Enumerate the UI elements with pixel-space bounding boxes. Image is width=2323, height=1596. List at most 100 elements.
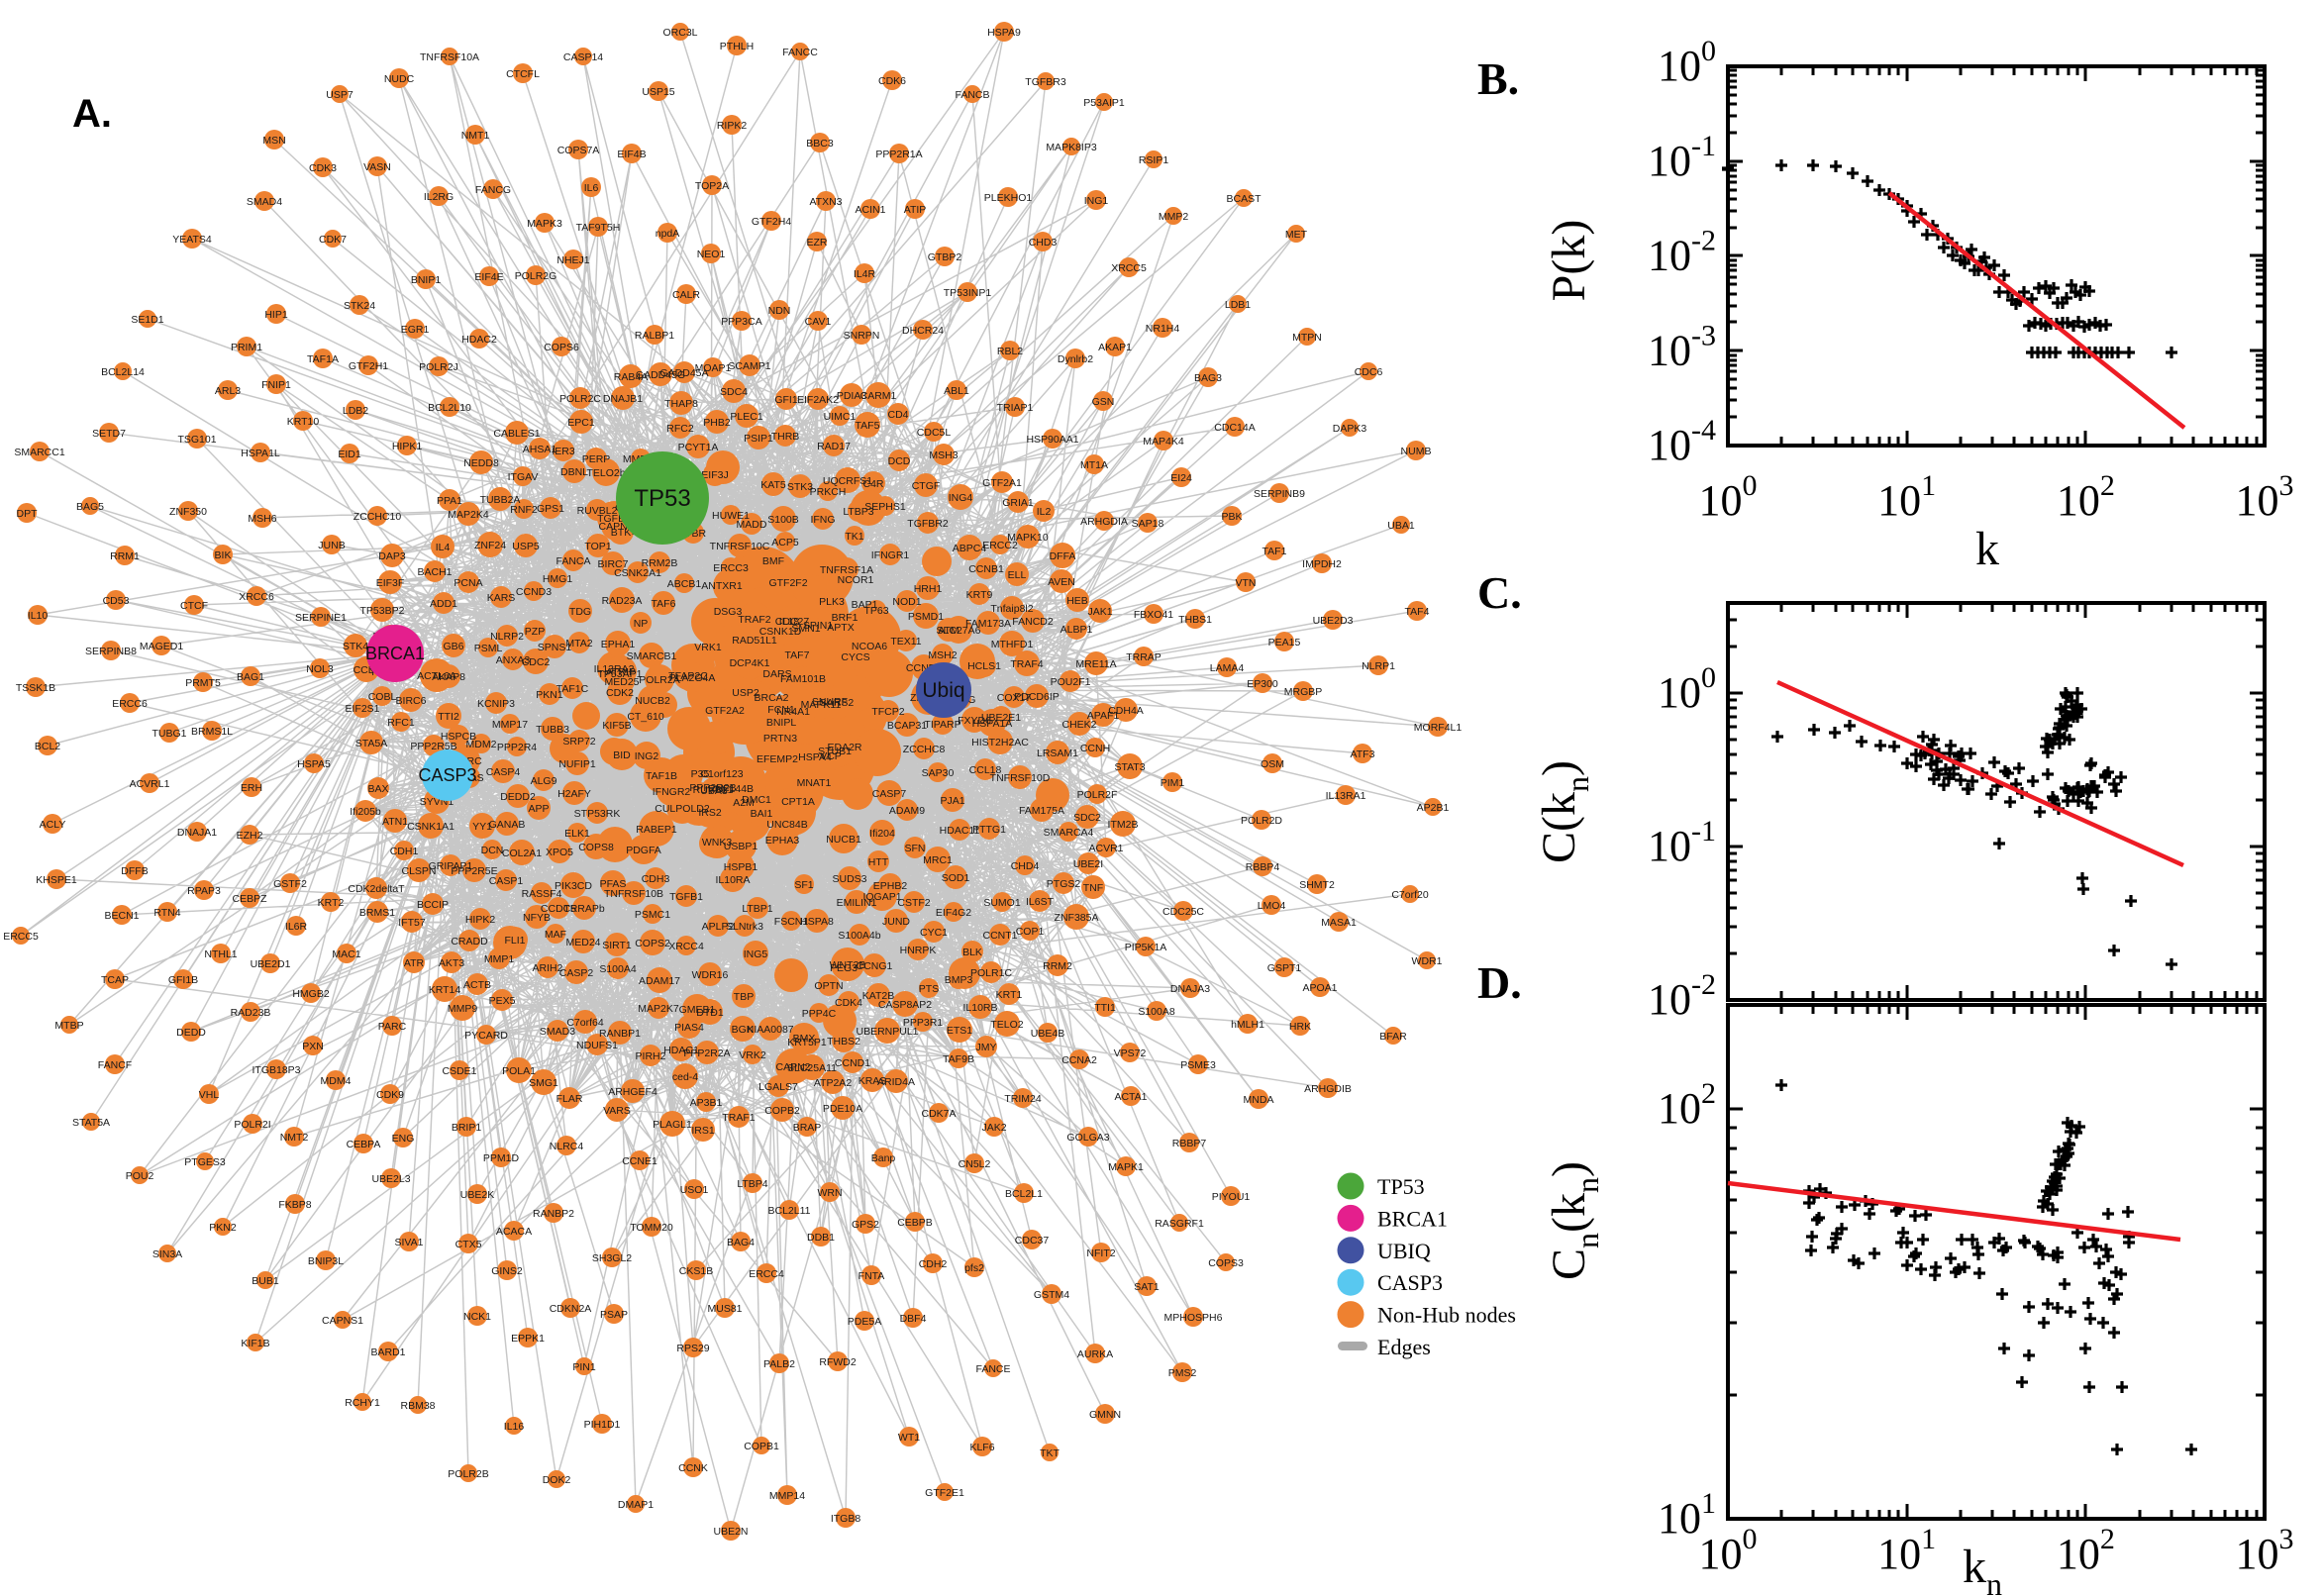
svg-text:IL4R: IL4R: [854, 268, 876, 280]
svg-text:RBBP7: RBBP7: [1172, 1138, 1207, 1149]
svg-text:VPS72: VPS72: [1114, 1047, 1147, 1059]
svg-text:BNIP3L: BNIP3L: [308, 1255, 344, 1267]
svg-text:S100A8: S100A8: [1138, 1006, 1175, 1018]
svg-text:IL6R: IL6R: [285, 921, 308, 933]
svg-text:THAP8: THAP8: [664, 398, 698, 410]
svg-text:SAP30: SAP30: [922, 767, 955, 779]
svg-text:MRGBP: MRGBP: [1284, 686, 1323, 698]
svg-text:TRIM24: TRIM24: [1004, 1093, 1042, 1105]
svg-text:NUFIP1: NUFIP1: [558, 758, 596, 770]
svg-text:POU2: POU2: [126, 1170, 154, 1182]
svg-text:USP7: USP7: [326, 89, 354, 101]
svg-text:MMP2: MMP2: [1159, 211, 1188, 223]
svg-text:DMAP1: DMAP1: [618, 1499, 654, 1511]
svg-text:NUCB2: NUCB2: [635, 695, 670, 707]
svg-text:DSG3: DSG3: [714, 606, 743, 618]
svg-text:ACLY: ACLY: [40, 819, 66, 831]
svg-text:HUWE1: HUWE1: [712, 510, 750, 522]
svg-text:CT_610: CT_610: [627, 711, 664, 723]
svg-text:CCNE1: CCNE1: [622, 1155, 657, 1167]
svg-text:PCYT1A: PCYT1A: [678, 442, 719, 453]
svg-text:ARL3: ARL3: [215, 385, 241, 397]
svg-text:GFI1B: GFI1B: [168, 974, 198, 986]
svg-text:NUCB1: NUCB1: [826, 834, 861, 846]
svg-text:CEBPB: CEBPB: [897, 1217, 933, 1229]
svg-text:TP53: TP53: [634, 485, 690, 512]
svg-text:CTCF: CTCF: [180, 600, 208, 612]
svg-text:KIF1B: KIF1B: [241, 1338, 269, 1349]
svg-text:Tnfaip8l2: Tnfaip8l2: [990, 603, 1033, 615]
svg-text:POLR2G: POLR2G: [515, 270, 557, 282]
svg-text:ARID4A: ARID4A: [877, 1076, 915, 1088]
svg-text:BCL2L14: BCL2L14: [101, 366, 145, 378]
svg-text:RAB4A: RAB4A: [614, 371, 648, 383]
svg-text:RPS29: RPS29: [676, 1343, 709, 1354]
svg-text:CASP8AP2: CASP8AP2: [878, 999, 932, 1011]
svg-text:C(kn): C(kn): [1533, 760, 1595, 863]
svg-text:MTPN: MTPN: [1292, 332, 1322, 344]
svg-text:MORF4L1: MORF4L1: [1414, 722, 1463, 734]
svg-text:COP1: COP1: [1016, 926, 1045, 938]
svg-text:TP53BP2: TP53BP2: [360, 605, 405, 617]
svg-text:CDK7: CDK7: [319, 234, 347, 246]
svg-text:TP53INP1: TP53INP1: [944, 287, 992, 299]
svg-text:NDN: NDN: [768, 305, 791, 317]
svg-text:DMC1: DMC1: [742, 794, 771, 806]
svg-text:MAP2K7: MAP2K7: [638, 1003, 679, 1015]
svg-text:CASP1: CASP1: [489, 875, 524, 887]
svg-text:C4R: C4R: [862, 478, 883, 490]
svg-text:KRT1: KRT1: [996, 989, 1023, 1001]
svg-text:ERH: ERH: [241, 782, 262, 794]
svg-text:IL6: IL6: [584, 182, 599, 194]
svg-text:GOLGA3: GOLGA3: [1066, 1132, 1109, 1144]
svg-text:FAM173A: FAM173A: [965, 618, 1011, 630]
svg-text:PDGFA: PDGFA: [626, 845, 661, 856]
svg-text:PPM1D: PPM1D: [483, 1152, 520, 1164]
svg-text:MNAT1: MNAT1: [797, 777, 832, 789]
svg-text:HDAC11: HDAC11: [940, 825, 980, 837]
svg-text:IL6ST: IL6ST: [1026, 896, 1055, 908]
svg-text:IQGAP1: IQGAP1: [862, 891, 901, 903]
svg-text:RALBP1: RALBP1: [635, 330, 674, 342]
svg-text:CAPN2: CAPN2: [775, 1061, 810, 1073]
svg-text:NMT2: NMT2: [280, 1132, 309, 1144]
svg-text:POLR2D: POLR2D: [1241, 815, 1282, 827]
svg-text:MADD: MADD: [737, 519, 767, 531]
svg-text:PSMC1: PSMC1: [635, 909, 670, 921]
svg-text:Ubiq: Ubiq: [922, 679, 964, 702]
svg-text:THRB: THRB: [771, 431, 800, 443]
svg-text:SERPINB9: SERPINB9: [1254, 488, 1305, 500]
svg-text:TUBB2A: TUBB2A: [480, 494, 521, 506]
svg-text:SLNtrk3: SLNtrk3: [726, 921, 763, 933]
svg-text:APLP2: APLP2: [702, 921, 735, 933]
svg-text:BTK: BTK: [611, 527, 631, 539]
svg-text:SH3GL2: SH3GL2: [592, 1252, 632, 1264]
svg-text:TAF1C: TAF1C: [556, 683, 589, 695]
svg-text:HMG1: HMG1: [543, 573, 572, 585]
svg-text:RABEP1: RABEP1: [636, 824, 677, 836]
svg-text:AKAP8: AKAP8: [432, 671, 465, 683]
svg-text:TGFBR3: TGFBR3: [1025, 76, 1066, 88]
svg-text:EIF2S1: EIF2S1: [345, 703, 379, 715]
svg-text:GMNN: GMNN: [1089, 1409, 1121, 1421]
svg-text:PLEKHO1: PLEKHO1: [984, 192, 1033, 204]
svg-text:PBK: PBK: [1221, 511, 1242, 523]
svg-text:FCN1: FCN1: [767, 704, 795, 716]
svg-text:NCOR1: NCOR1: [838, 574, 874, 586]
svg-text:BFAR: BFAR: [1379, 1031, 1407, 1043]
svg-text:NLRP1: NLRP1: [1362, 660, 1395, 672]
svg-text:PDE5A: PDE5A: [848, 1316, 881, 1328]
svg-text:ZNF385A: ZNF385A: [1055, 912, 1099, 924]
svg-text:ZNF24: ZNF24: [474, 540, 506, 551]
svg-text:CD53: CD53: [103, 595, 130, 607]
svg-text:PPP4C: PPP4C: [802, 1008, 837, 1020]
svg-text:STP53RK: STP53RK: [574, 808, 621, 820]
svg-text:ATIP: ATIP: [904, 204, 927, 216]
svg-text:RAD23B: RAD23B: [231, 1007, 271, 1019]
svg-text:RIPK2: RIPK2: [717, 120, 748, 132]
svg-text:PKN1: PKN1: [536, 689, 563, 701]
svg-text:PIRH2: PIRH2: [636, 1050, 666, 1062]
svg-text:NLRP2: NLRP2: [490, 631, 524, 643]
svg-text:IL18: IL18: [779, 616, 800, 628]
svg-text:MMP14: MMP14: [769, 1490, 805, 1502]
